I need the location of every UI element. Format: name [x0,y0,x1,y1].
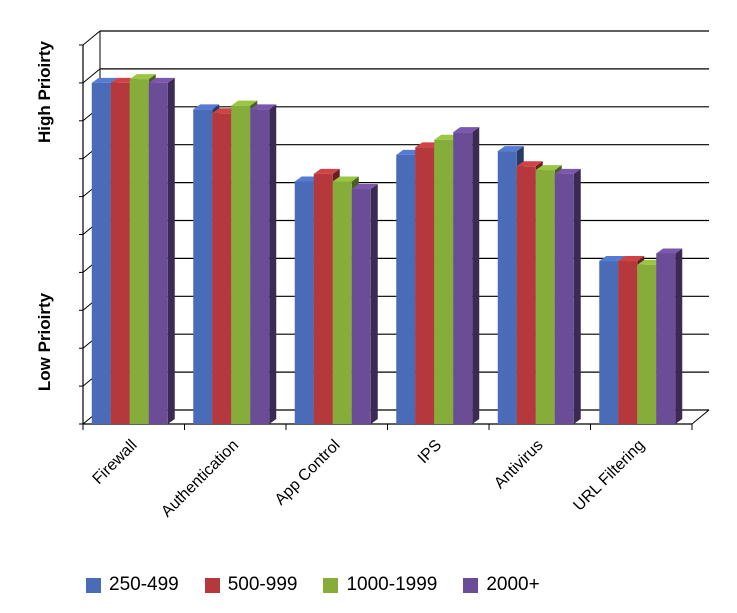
bar-top [250,104,277,110]
legend-item-1: 250-499 [86,574,179,596]
bar-side [472,127,480,425]
bar-front [637,264,657,424]
legend-label: 250-499 [109,574,179,595]
bar-top [599,256,626,262]
bar-front [250,109,270,425]
legend-label: 500-999 [227,574,298,595]
category-label: IPS [415,437,445,467]
bar-top [351,184,378,190]
bar-front [231,105,251,424]
bar [148,77,175,425]
bar-front [453,132,473,425]
bar-top [656,248,683,254]
bar-top [535,165,562,171]
bar-side [167,77,175,425]
bar-front [351,189,371,424]
category-labels: Firewall Authentication App Control IPS Anti… [90,437,649,521]
gridline-depth [82,30,101,46]
legend: 250-499 500-999 1000-1999 2000+ [86,574,566,596]
bar-front [516,166,536,424]
legend-item-4: 2000+ [463,574,540,596]
bar-front [415,147,435,424]
bar-front [497,151,517,424]
legend-swatch [86,577,101,593]
bars [91,74,683,425]
bar-front [294,181,314,424]
y-axis-label-bottom: Low Prioirty [35,292,54,391]
category-label: Antivirus [491,437,546,492]
bar [250,104,277,425]
bar-front [396,154,416,424]
bar-front [110,82,130,425]
legend-swatch [463,577,479,593]
bar-top [618,256,645,262]
legend-label: 1000-1999 [346,574,438,595]
gridline-depth [82,68,101,84]
legend-item-2: 500-999 [204,574,298,596]
floor-edge [691,409,710,425]
bar-top [554,168,581,174]
bar-top [91,77,118,83]
bar [656,248,683,424]
bar-front [656,253,676,424]
bar-front [554,173,574,424]
bar-top [332,176,359,182]
category-label: Authentication [158,437,242,521]
legend-swatch [204,577,220,593]
bar [554,168,581,424]
category-label: URL Filtering [570,437,648,515]
bar-front [129,79,149,425]
category-label: Firewall [90,437,141,488]
bar [453,127,480,425]
category-label: App Control [272,437,344,509]
bar-side [573,168,581,424]
bar-side [269,104,277,425]
legend-swatch [323,577,339,593]
bar-front [148,82,168,425]
y-axis-label-top: High Prioirty [35,40,54,143]
bar-front [212,113,232,424]
bar-top [516,161,543,167]
bar-side [370,184,378,424]
bar-front [193,109,213,425]
bar-top [148,77,175,83]
bar-top [453,127,480,133]
bar-top [313,168,340,174]
legend-item-3: 1000-1999 [323,574,437,596]
bar-top [129,74,156,80]
bar-side [675,248,683,424]
bar-top [497,146,524,152]
bar-front [313,173,333,424]
bar-top [193,104,220,110]
bar-front [332,181,352,424]
bar-front [599,261,619,424]
bar-front [618,261,638,424]
bar-front [91,82,111,425]
bar-front [535,170,555,424]
bar-front [434,139,454,424]
bar-top [231,100,258,106]
legend-label: 2000+ [486,574,540,595]
bar [351,184,378,424]
